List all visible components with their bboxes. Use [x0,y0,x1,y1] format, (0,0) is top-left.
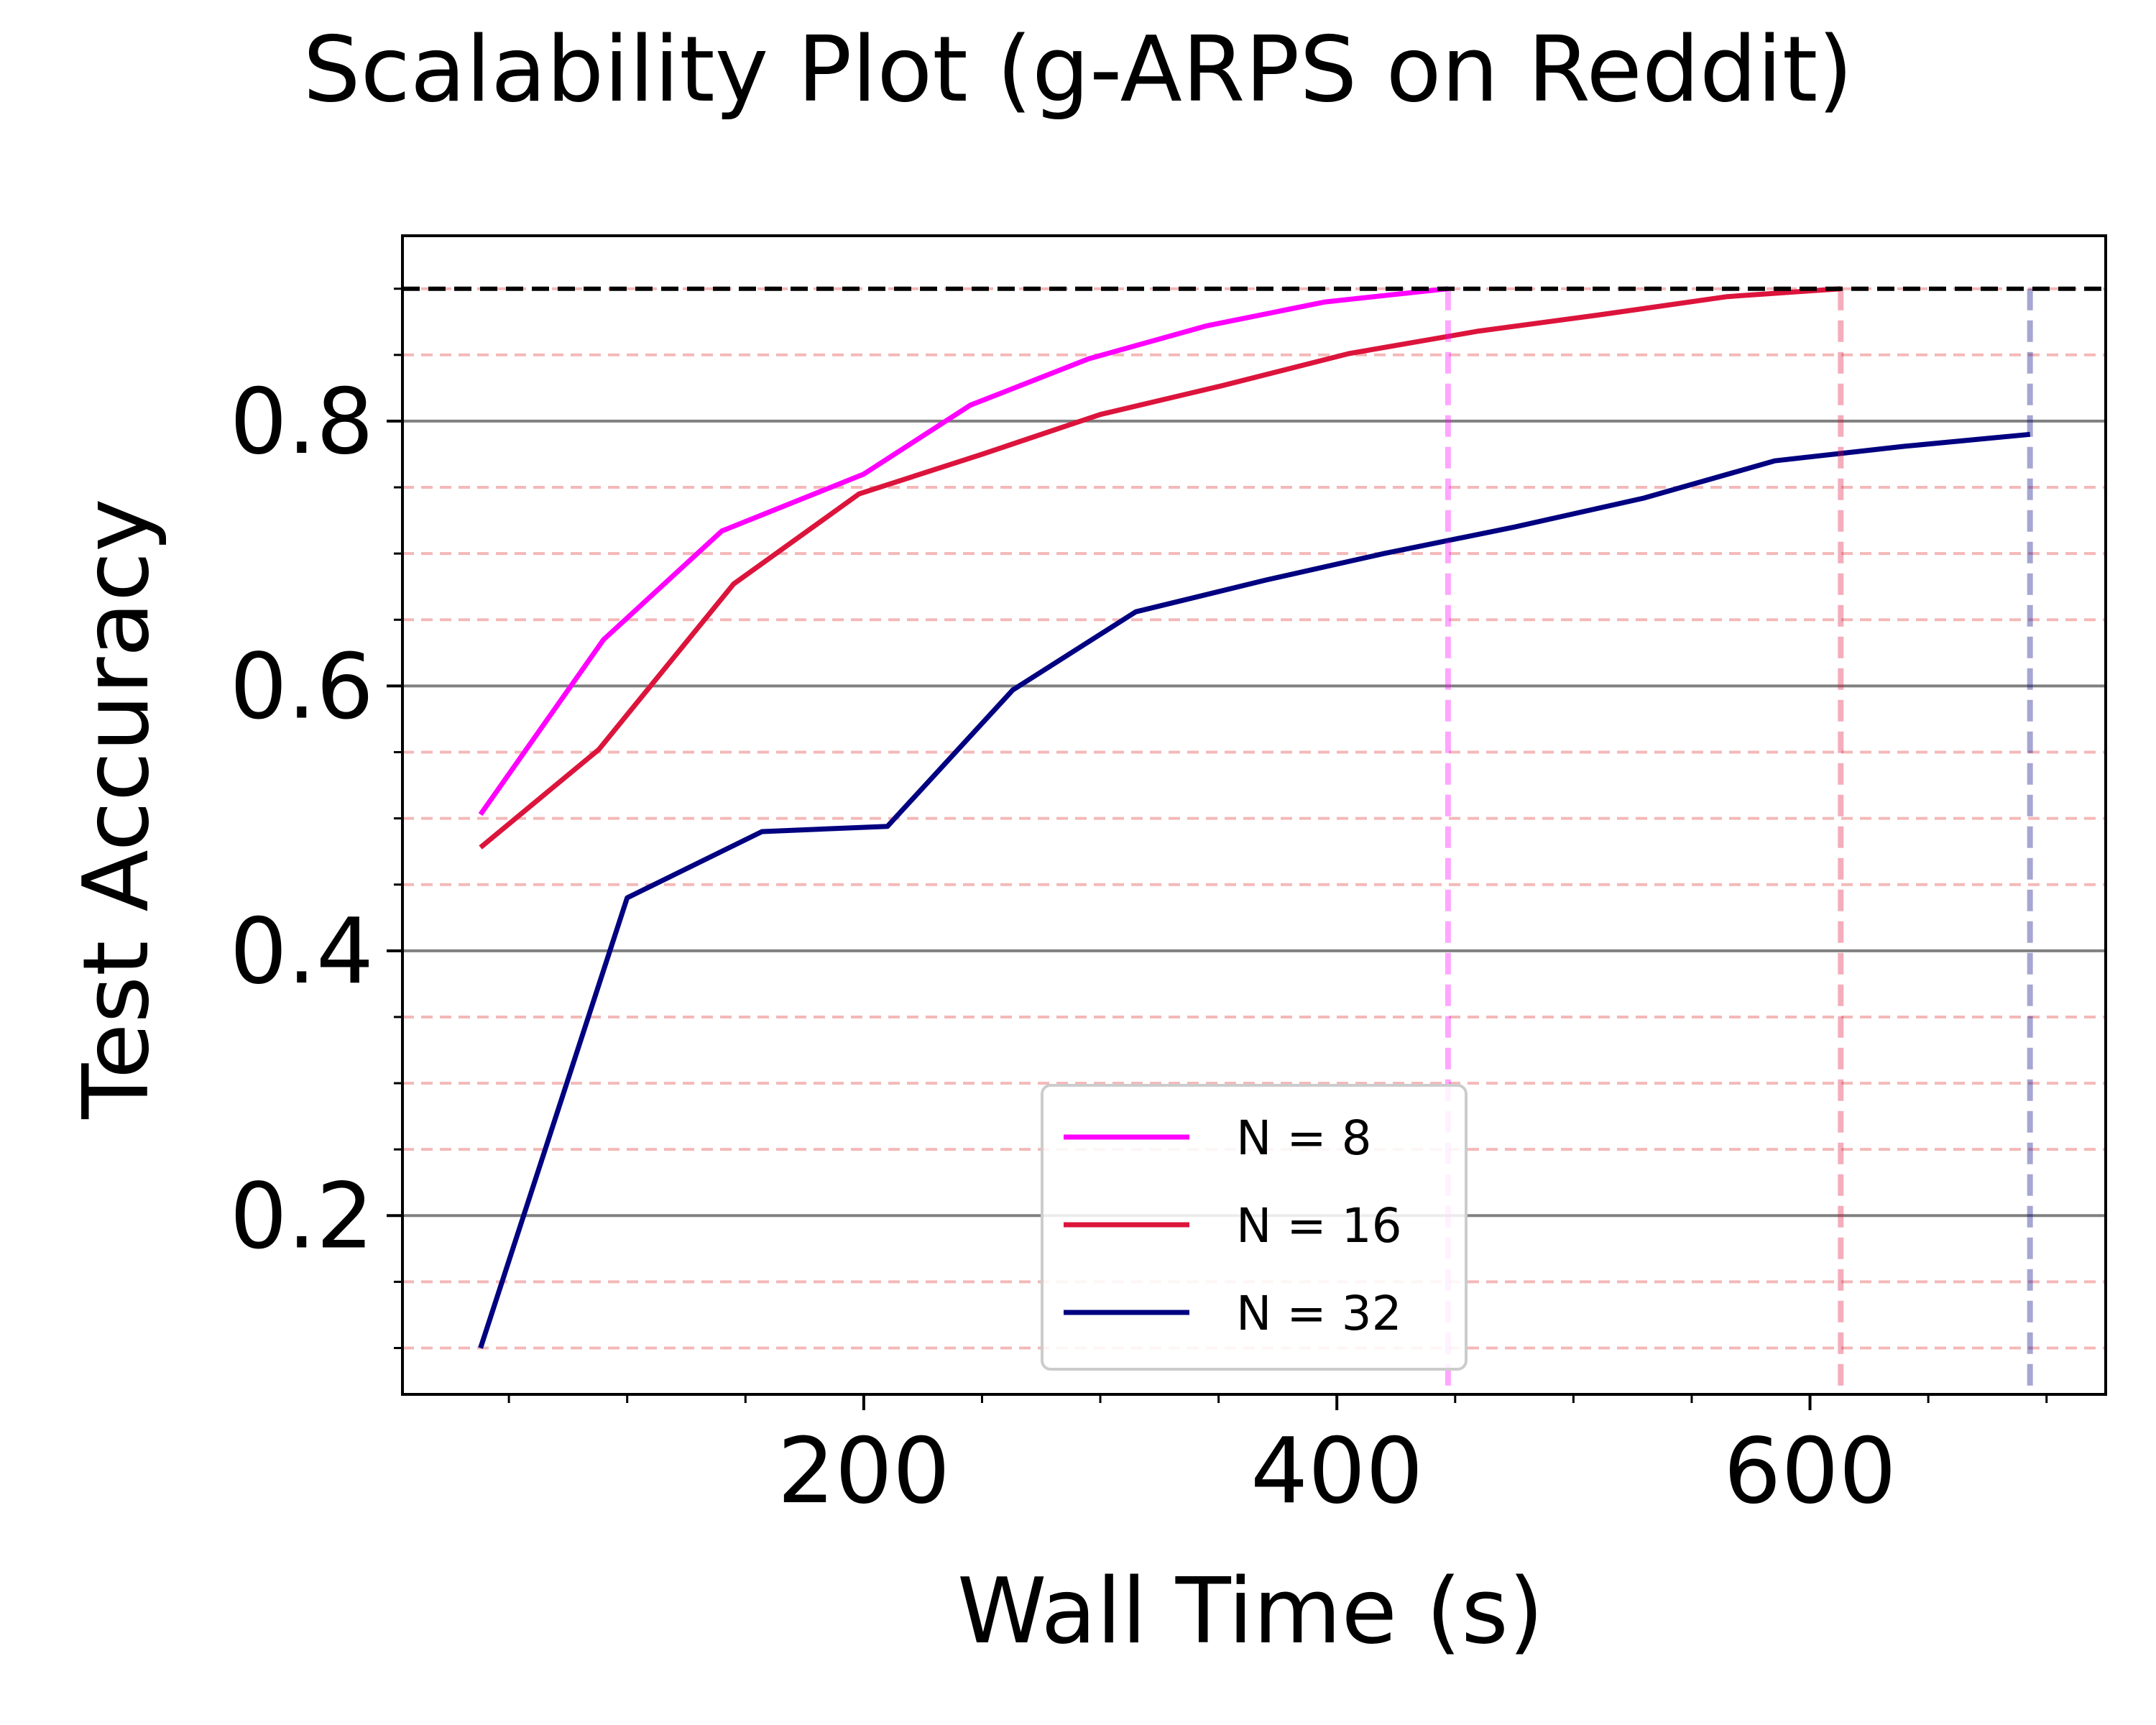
y-tick-label: 0.6 [230,633,374,739]
y-axis-label: Test Accuracy [63,498,169,1119]
y-tick-label: 0.4 [230,898,374,1004]
y-tick-label: 0.2 [230,1163,374,1269]
plot-area: 0.2 0.4 0.6 0.8 200 400 600 N = 8 N = 16 N = 32 [230,234,2107,1524]
series-line-2 [479,286,1841,850]
legend-label-2: N = 16 [1236,1198,1402,1254]
chart-title: Scalability Plot (g-ARPS on Reddit) [303,17,1853,122]
x-tick-label: 400 [1250,1418,1424,1524]
series-line-1 [478,286,1449,816]
legend-label-1: N = 8 [1236,1110,1372,1166]
x-tick-label: 200 [778,1418,951,1524]
plot-frame [401,234,2107,1396]
legend-label-3: N = 32 [1236,1286,1402,1341]
x-axis-label: Wall Time (s) [957,1558,1544,1664]
series-line-3 [478,431,2031,1349]
x-tick-label: 600 [1723,1418,1897,1524]
y-tick-label: 0.8 [230,369,374,474]
legend-box [1041,1084,1468,1371]
